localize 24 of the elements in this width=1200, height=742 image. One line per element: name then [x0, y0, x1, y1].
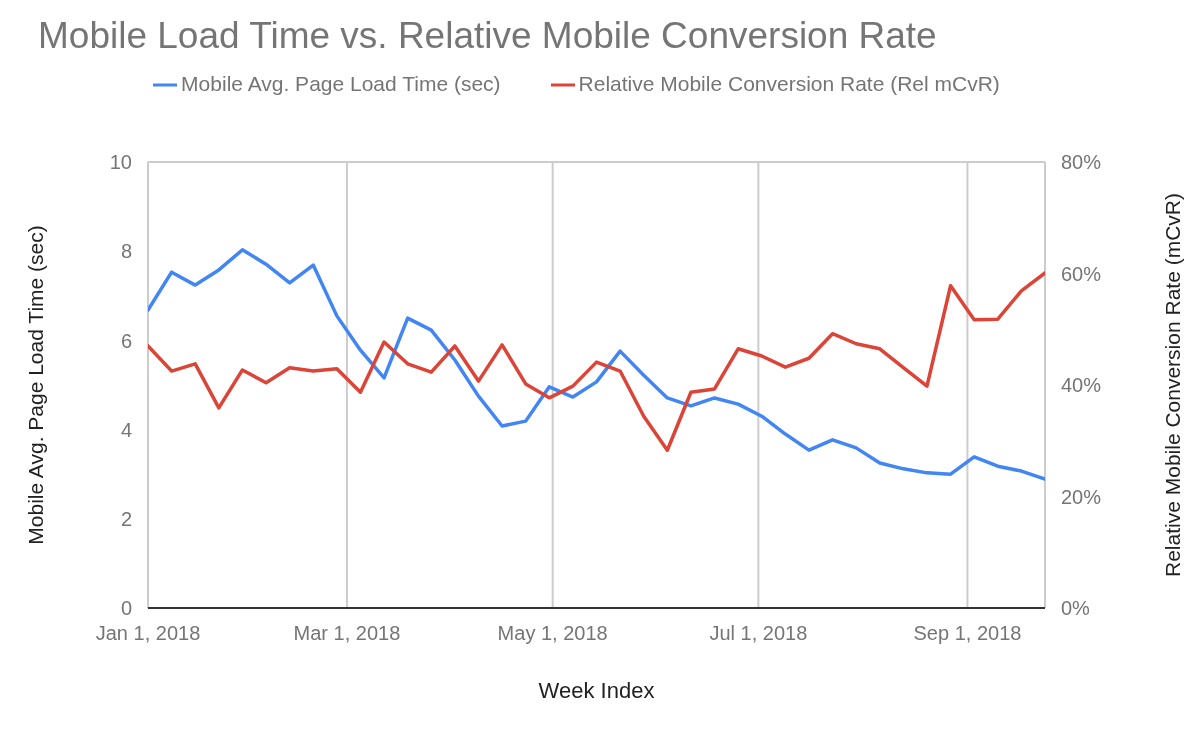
y-tick-label: 4	[120, 418, 132, 441]
x-tick-label: May 1, 2018	[497, 622, 608, 645]
y2-tick-label: 40%	[1061, 374, 1102, 397]
y2-tick-label: 80%	[1061, 151, 1102, 174]
x-axis-title: Week Index	[538, 678, 655, 703]
y-tick-label: 0	[120, 597, 132, 620]
y-tick-label: 2	[120, 507, 132, 530]
y2-tick-label: 20%	[1061, 485, 1102, 508]
line-series	[148, 248, 1045, 481]
y-tick-label: 10	[109, 151, 132, 174]
x-tick-label: Jul 1, 2018	[709, 622, 808, 645]
y-tick-label: 8	[120, 240, 132, 263]
x-tick-label: Sep 1, 2018	[913, 622, 1022, 645]
line-series	[148, 271, 1045, 452]
y-axis-title: Mobile Avg. Page Load Time (sec)	[24, 225, 48, 545]
x-tick-label: Jan 1, 2018	[95, 622, 201, 645]
y-tick-label: 6	[120, 329, 132, 352]
y2-axis-title: Relative Mobile Conversion Rate (mCvR)	[1161, 193, 1185, 577]
chart-title: Mobile Load Time vs. Relative Mobile Conversion Rate	[37, 14, 938, 58]
legend-label: Relative Mobile Conversion Rate (Rel mCvR)	[578, 72, 1000, 95]
legend-label: Mobile Avg. Page Load Time (sec)	[181, 72, 501, 95]
y2-tick-label: 60%	[1061, 262, 1102, 285]
x-tick-label: Mar 1, 2018	[293, 622, 401, 645]
y2-tick-label: 0%	[1061, 597, 1091, 620]
